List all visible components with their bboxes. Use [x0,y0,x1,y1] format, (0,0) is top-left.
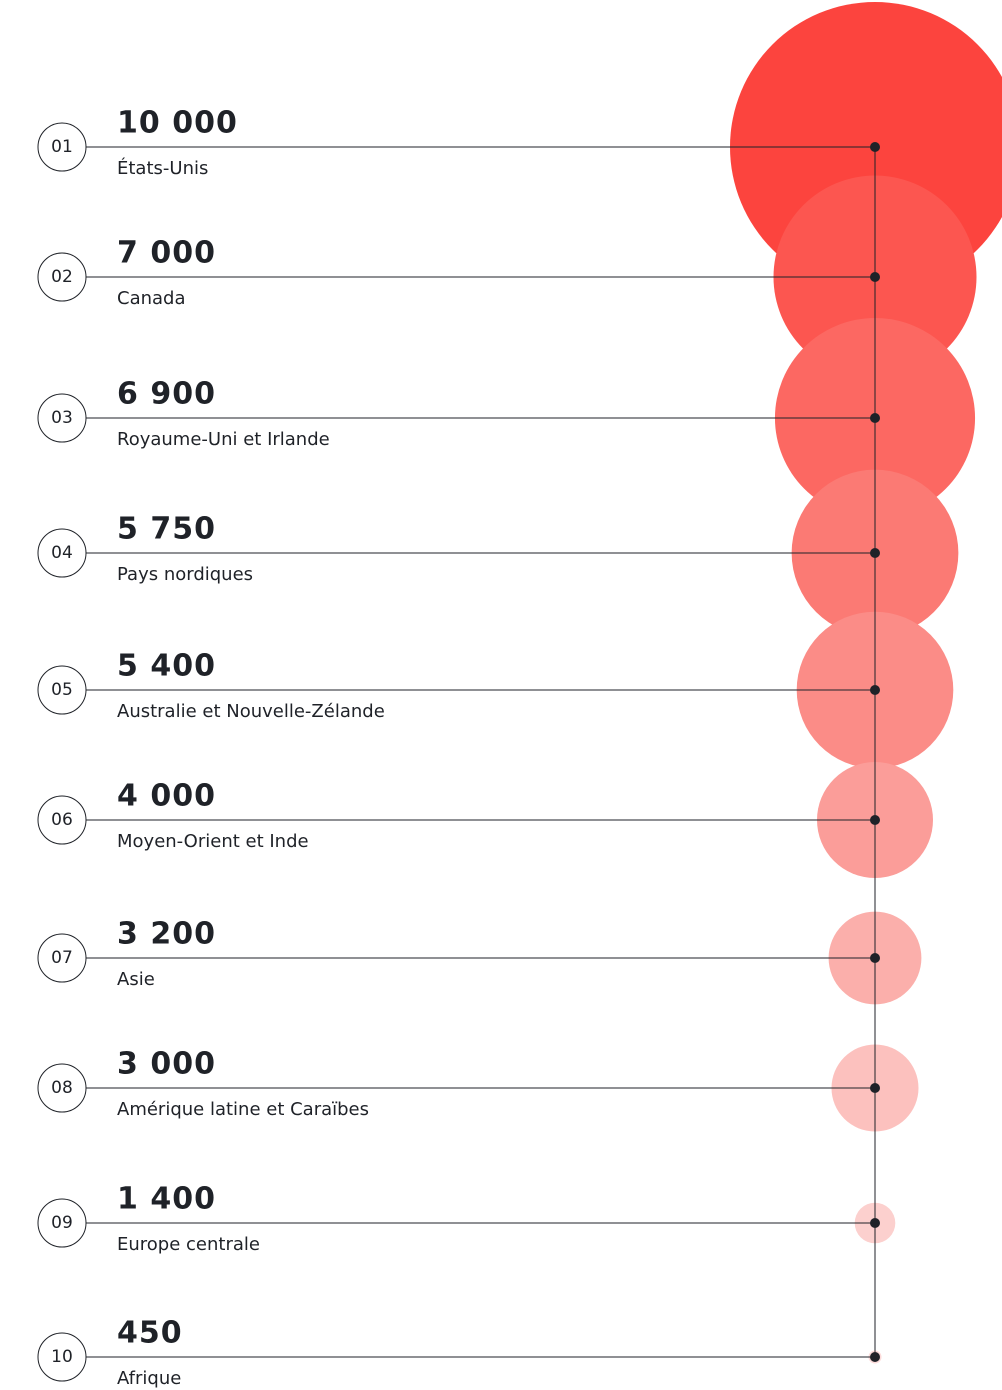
category-label: Asie [117,969,155,990]
dot [870,1083,880,1093]
dot [870,142,880,152]
category-label: Canada [117,288,186,309]
category-label: Australie et Nouvelle-Zélande [117,701,385,722]
category-label: Afrique [117,1368,181,1389]
value-label: 4 000 [117,779,216,814]
value-label: 6 900 [117,377,216,412]
rank: 03 [51,408,73,428]
value-label: 450 [117,1316,183,1351]
dot [870,1218,880,1228]
rank: 10 [51,1347,73,1367]
dot [870,272,880,282]
dot [870,953,880,963]
dot [870,548,880,558]
value-label: 3 200 [117,917,216,952]
category-label: Moyen-Orient et Inde [117,831,309,852]
value-label: 7 000 [117,236,216,271]
value-label: 5 750 [117,512,216,547]
rank: 01 [51,137,73,157]
rows: 01 10 000 États-Unis 02 7 000 Canada 03 6 900 Ro… [37,106,880,1389]
dot [870,685,880,695]
dot [870,815,880,825]
category-label: Amérique latine et Caraïbes [117,1099,369,1120]
rank: 05 [51,680,73,700]
rank: 02 [51,267,73,287]
value-label: 3 000 [117,1047,216,1082]
bubbles [730,2,1002,1364]
rank: 07 [51,948,73,968]
category-label: États-Unis [117,157,208,179]
category-label: Pays nordiques [117,564,253,585]
rank: 06 [51,810,73,830]
dot [870,1352,880,1362]
dot [870,413,880,423]
rank: 08 [51,1078,73,1098]
rank: 04 [51,543,73,563]
value-label: 5 400 [117,649,216,684]
value-label: 1 400 [117,1182,216,1217]
category-label: Royaume-Uni et Irlande [117,429,330,450]
category-label: Europe centrale [117,1234,260,1255]
value-label: 10 000 [117,106,238,141]
rank: 09 [51,1213,73,1233]
